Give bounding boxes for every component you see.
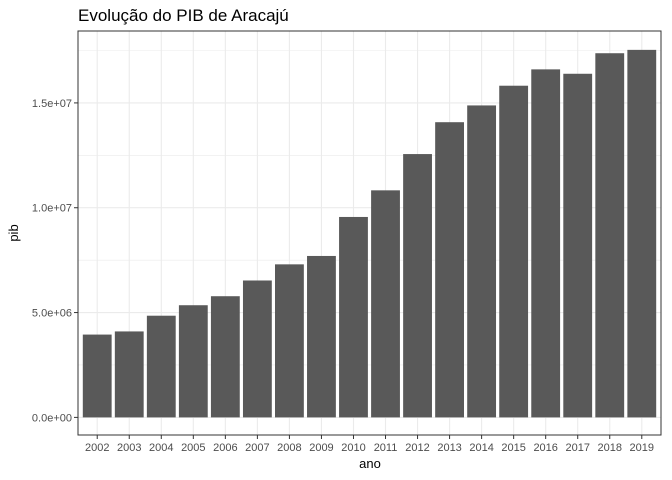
plot-panel xyxy=(77,30,662,436)
x-tick-label: 2010 xyxy=(341,442,365,454)
x-tick-label: 2018 xyxy=(598,442,622,454)
y-tick-label: 0.0e+00 xyxy=(32,412,72,424)
bars xyxy=(82,49,657,418)
bar-2007 xyxy=(242,280,272,418)
x-tick-label: 2002 xyxy=(85,442,109,454)
x-tick-label: 2005 xyxy=(181,442,205,454)
x-tick-label: 2007 xyxy=(245,442,269,454)
y-axis-title: pib xyxy=(6,224,21,241)
bar-2006 xyxy=(210,296,240,418)
x-tick-label: 2016 xyxy=(533,442,557,454)
panel-border xyxy=(77,30,662,436)
bar-2011 xyxy=(371,190,400,418)
bar-2009 xyxy=(307,255,336,418)
x-tick-label: 2004 xyxy=(149,442,173,454)
y-tick-label: 5.0e+06 xyxy=(32,308,72,320)
bar-2004 xyxy=(146,315,176,418)
bar-2012 xyxy=(403,154,432,418)
y-axis: 0.0e+00 5.0e+06 1.0e+07 1.5e+07 xyxy=(32,98,78,424)
bar-2003 xyxy=(114,331,144,418)
bar-2008 xyxy=(275,264,304,418)
x-tick-label: 2012 xyxy=(405,442,429,454)
x-tick-label: 2011 xyxy=(374,442,398,454)
x-tick-label: 2013 xyxy=(437,442,461,454)
x-tick-label: 2006 xyxy=(213,442,237,454)
x-axis: 2002 2003 2004 2005 2006 2007 2008 2009 2010 2011… xyxy=(85,435,654,454)
y-tick-label: 1.5e+07 xyxy=(32,98,72,110)
x-tick-label: 2014 xyxy=(469,442,493,454)
y-tick-label: 1.0e+07 xyxy=(32,203,72,215)
bar-2010 xyxy=(339,216,368,418)
bar-2015 xyxy=(499,85,529,418)
x-tick-label: 2017 xyxy=(565,442,589,454)
bar-2019 xyxy=(627,49,657,418)
x-tick-label: 2015 xyxy=(501,442,525,454)
bar-2014 xyxy=(467,105,497,418)
x-tick-label: 2019 xyxy=(630,442,654,454)
bar-2016 xyxy=(531,69,561,418)
bar-2002 xyxy=(82,334,112,418)
x-tick-label: 2003 xyxy=(117,442,141,454)
bar-2013 xyxy=(435,122,464,418)
bar-2017 xyxy=(563,73,593,418)
bar-2005 xyxy=(178,305,208,418)
chart-title: Evolução do PIB de Aracajú xyxy=(78,6,289,25)
x-axis-title: ano xyxy=(359,456,381,471)
bar-2018 xyxy=(595,53,625,418)
x-tick-label: 2009 xyxy=(309,442,333,454)
x-tick-label: 2008 xyxy=(277,442,301,454)
